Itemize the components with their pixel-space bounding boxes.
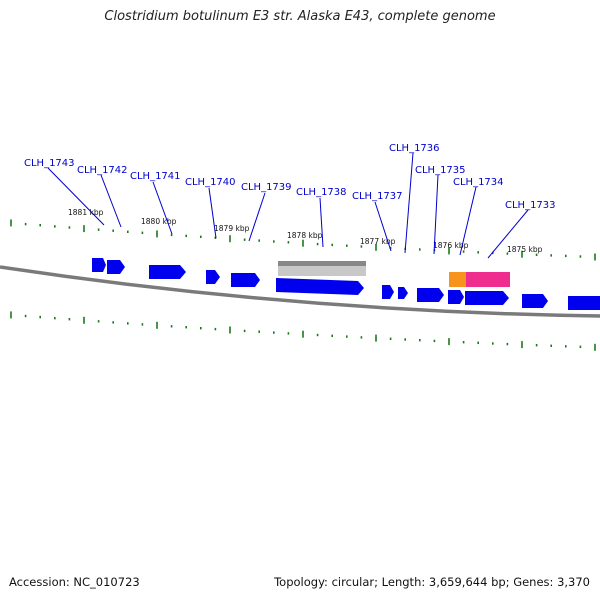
gene-arrow[interactable]: [398, 287, 408, 299]
leader-line: [433, 174, 439, 255]
leader-line: [100, 174, 122, 228]
pseudo-region-top: [278, 261, 366, 266]
kbp-label-1876: 1876 kbp: [433, 241, 469, 250]
gene-label-clh-1733[interactable]: CLH_1733: [505, 200, 556, 211]
gene-label-clh-1743[interactable]: CLH_1743: [24, 158, 75, 169]
genome-backbone: [0, 265, 600, 318]
gene-arrow[interactable]: [522, 294, 548, 308]
leader-line: [47, 167, 105, 226]
kbp-label-1877: 1877 kbp: [360, 237, 396, 246]
kbp-label-1879: 1879 kbp: [214, 224, 250, 233]
gene-label-clh-1737[interactable]: CLH_1737: [352, 191, 403, 202]
leader-line: [319, 197, 324, 248]
topology-text: Topology: circular; Length: 3,659,644 bp…: [274, 575, 590, 589]
gene-label-clh-1742[interactable]: CLH_1742: [77, 165, 128, 176]
gene-arrow[interactable]: [568, 296, 600, 310]
gene-arrow[interactable]: [276, 278, 364, 295]
leader-line: [487, 209, 529, 259]
kbp-label-1875: 1875 kbp: [507, 245, 543, 254]
gene-label-clh-1741[interactable]: CLH_1741: [130, 171, 181, 182]
gene-arrow[interactable]: [206, 270, 220, 284]
kbp-label-1881: 1881 kbp: [68, 208, 104, 217]
orange-feature[interactable]: [449, 272, 467, 287]
gene-arrow[interactable]: [149, 265, 186, 279]
leader-line: [374, 201, 392, 252]
tick-row-bottom: [10, 311, 596, 351]
pink-feature[interactable]: [466, 272, 510, 287]
gene-labels: CLH_1743 CLH_1742 CLH_1741 CLH_1740 CLH_…: [24, 143, 556, 211]
genome-title: Clostridium botulinum E3 str. Alaska E43…: [104, 9, 496, 24]
gene-arrow[interactable]: [107, 260, 125, 274]
gene-label-clh-1734[interactable]: CLH_1734: [453, 177, 504, 188]
gene-label-clh-1738[interactable]: CLH_1738: [296, 187, 347, 198]
leader-line: [208, 187, 217, 239]
leader-line: [459, 186, 477, 256]
gene-label-clh-1739[interactable]: CLH_1739: [241, 182, 292, 193]
leader-line: [248, 192, 266, 242]
kbp-label-1878: 1878 kbp: [287, 231, 323, 240]
gene-leader-lines: [47, 152, 529, 259]
gene-arrow[interactable]: [417, 288, 444, 302]
gene-label-clh-1736[interactable]: CLH_1736: [389, 143, 440, 154]
gene-arrow[interactable]: [92, 258, 106, 272]
leader-line: [152, 181, 173, 235]
gene-arrow[interactable]: [231, 273, 260, 287]
tick-row-top: [10, 219, 596, 261]
kbp-labels: 1881 kbp 1880 kbp 1879 kbp 1878 kbp 1877…: [68, 208, 543, 254]
gene-label-clh-1740[interactable]: CLH_1740: [185, 177, 236, 188]
gene-arrows: [92, 258, 600, 310]
pseudo-region: [278, 266, 366, 276]
accession-text: Accession: NC_010723: [9, 575, 140, 589]
gene-arrow[interactable]: [465, 291, 509, 305]
gene-arrow[interactable]: [448, 290, 464, 304]
gene-label-clh-1735[interactable]: CLH_1735: [415, 165, 466, 176]
gene-arrow[interactable]: [382, 285, 394, 299]
leader-line: [404, 152, 414, 254]
kbp-label-1880: 1880 kbp: [141, 217, 177, 226]
